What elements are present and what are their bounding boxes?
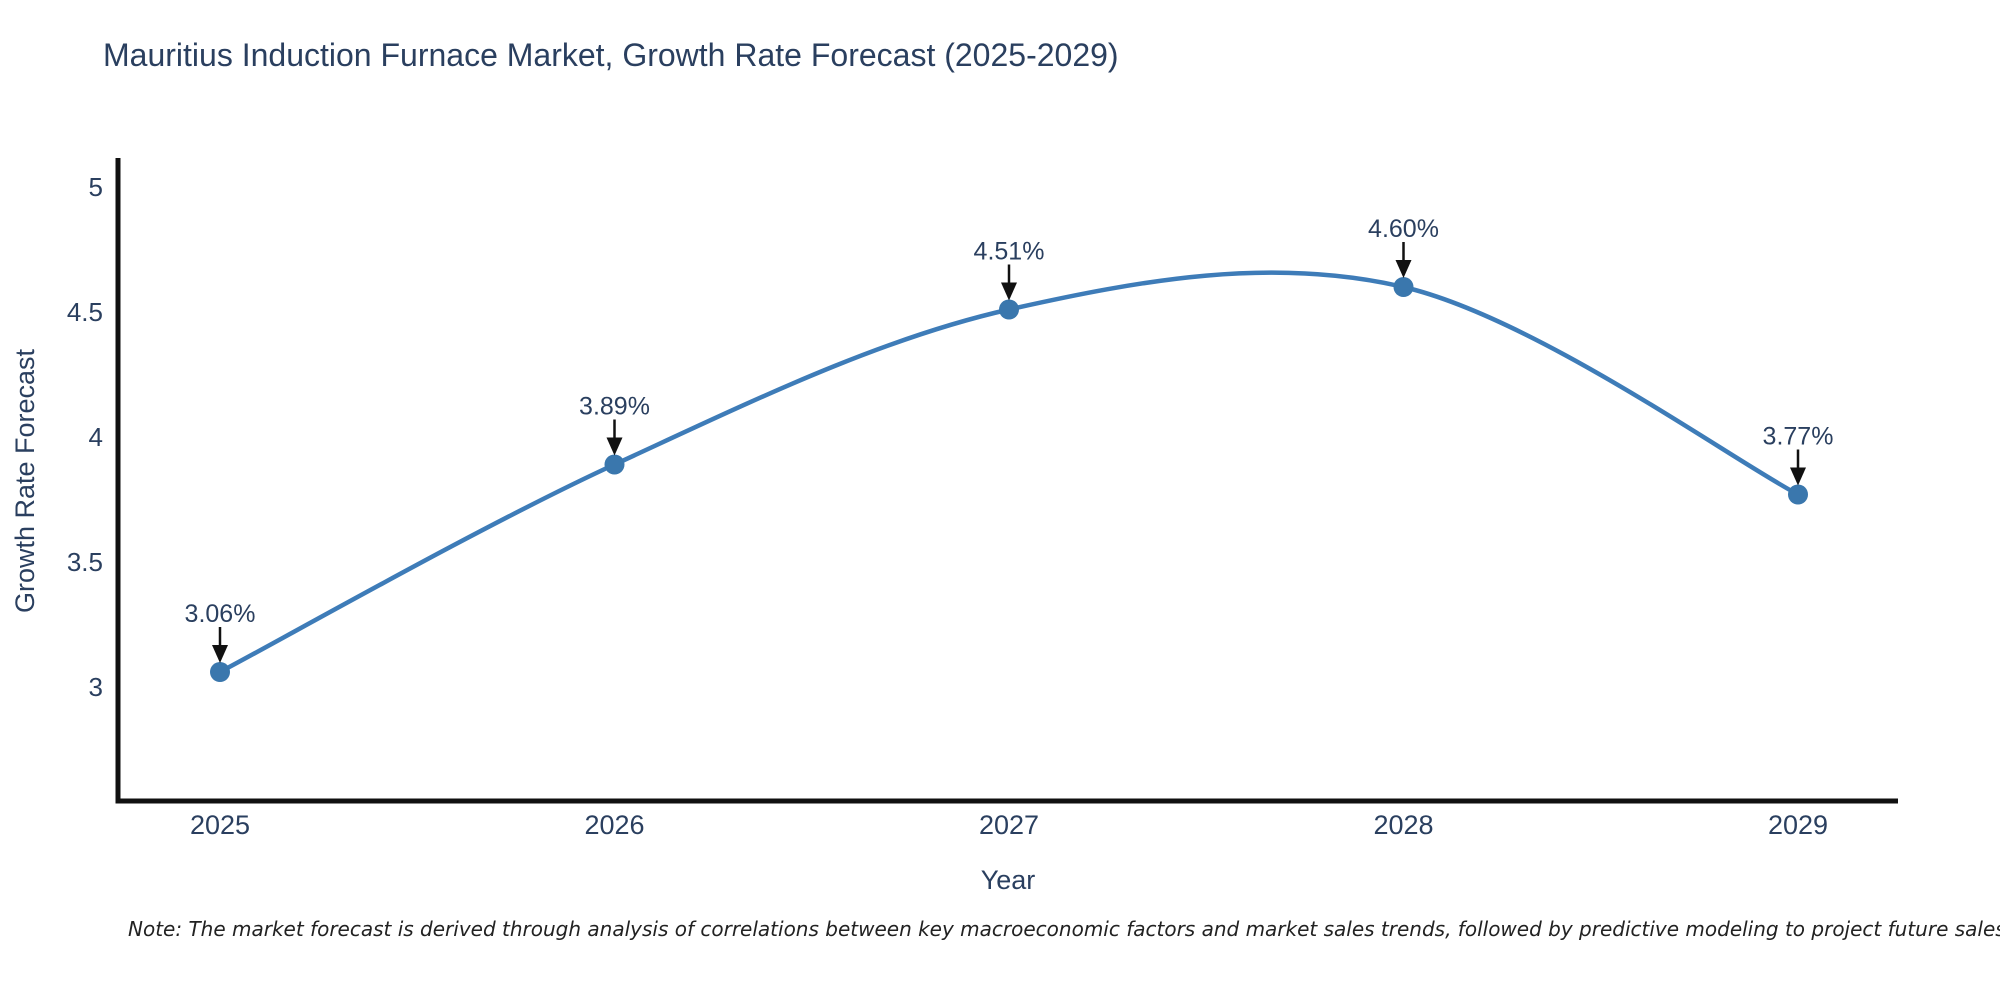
y-tick-label: 5: [89, 172, 103, 202]
annotation-arrow-head: [1790, 467, 1806, 486]
data-point-2027: [999, 299, 1019, 320]
chart-title: Mauritius Induction Furnace Market, Grow…: [103, 37, 1119, 73]
x-tick-label: 2025: [190, 810, 250, 840]
x-tick-label: 2028: [1373, 810, 1433, 840]
annotation-arrow-head: [1395, 260, 1412, 278]
y-tick-label: 3: [89, 672, 103, 702]
y-tick-label: 3.5: [67, 547, 103, 577]
annotation-label: 3.77%: [1763, 423, 1834, 451]
annotation-arrow-head: [1001, 282, 1017, 301]
x-tick-label: 2026: [584, 810, 644, 840]
y-axis-title: Growth Rate Forecast: [10, 348, 40, 613]
annotation-arrow-head: [606, 437, 623, 456]
y-tick-label: 4.5: [67, 297, 103, 327]
x-axis-title: Year: [981, 865, 1036, 895]
data-point-2026: [604, 454, 625, 475]
data-point-2028: [1393, 277, 1414, 297]
annotation-label: 3.06%: [185, 600, 256, 628]
x-tick-label: 2029: [1768, 810, 1828, 840]
annotation-arrow-head: [212, 645, 228, 663]
annotation-label: 4.60%: [1368, 215, 1439, 243]
plot-area: 3 3.5 4 4.5 5 2025 2026 2027 2028 2029 3.06% 3.89% 4…: [67, 158, 1898, 840]
data-point-2029: [1788, 484, 1808, 505]
annotation-label: 3.89%: [579, 393, 650, 421]
annotation-label: 4.51%: [974, 238, 1045, 266]
data-point-2025: [210, 662, 230, 682]
footnote: Note: The market forecast is derived thr…: [128, 917, 2000, 941]
x-tick-label: 2027: [979, 810, 1039, 840]
y-tick-label: 4: [89, 422, 103, 452]
trend-line: [217, 270, 1801, 675]
